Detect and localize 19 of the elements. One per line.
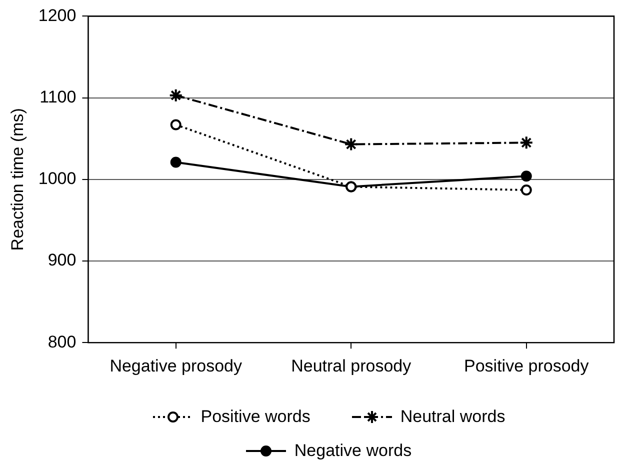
y-tick-label: 900: [48, 250, 76, 270]
y-tick-label: 1200: [38, 6, 76, 25]
legend-label: Positive words: [200, 407, 310, 427]
point: [170, 119, 182, 130]
x-tick-label: Positive prosody: [464, 356, 590, 376]
point: [520, 184, 532, 196]
x-tick-label: Neutral prosody: [291, 356, 412, 376]
legend-label: Neutral words: [400, 407, 506, 427]
x-tick-label: Negative prosody: [110, 356, 242, 376]
legend-label: Negative words: [294, 441, 412, 461]
y-tick-label: 1000: [38, 169, 76, 188]
point: [168, 88, 183, 102]
y-tick-label: 800: [48, 332, 76, 352]
point: [520, 170, 532, 182]
y-tick-label: 1100: [40, 87, 76, 106]
point: [344, 137, 358, 152]
y-axis-title: Reaction time (ms): [8, 108, 27, 251]
point: [519, 136, 534, 150]
point: [170, 156, 182, 168]
